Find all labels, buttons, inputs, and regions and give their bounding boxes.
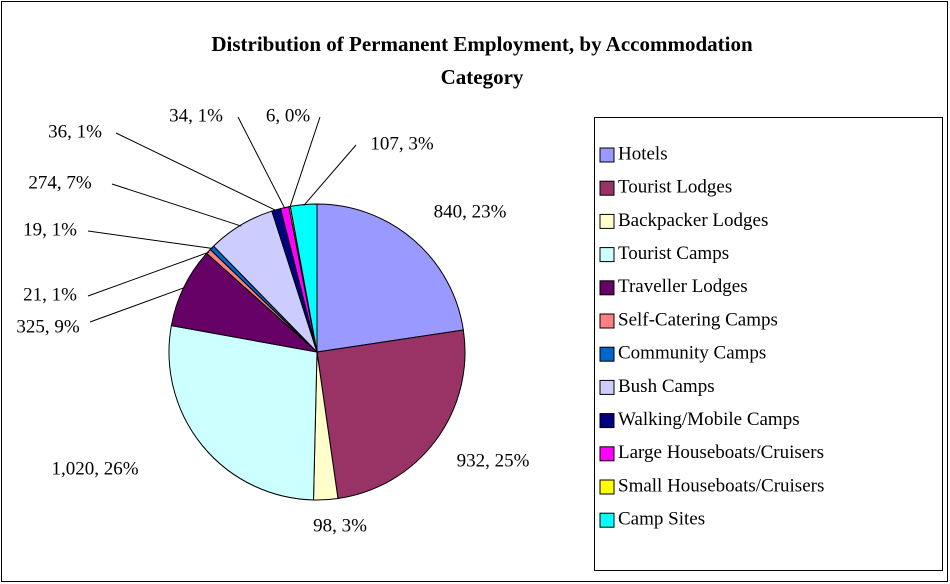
legend-label: Community Camps bbox=[618, 343, 766, 364]
leader-line bbox=[87, 230, 213, 249]
legend-label: Walking/Mobile Camps bbox=[618, 409, 800, 430]
leader-line bbox=[303, 144, 357, 206]
legend-label: Tourist Lodges bbox=[618, 177, 732, 198]
legend-box bbox=[594, 117, 943, 571]
leader-line bbox=[237, 116, 286, 209]
data-label: 6, 0% bbox=[266, 105, 311, 126]
legend-swatch bbox=[599, 247, 615, 263]
legend-swatch bbox=[599, 479, 615, 495]
legend-label: Large Houseboats/Cruisers bbox=[618, 442, 824, 463]
pie-slice bbox=[168, 325, 318, 501]
data-label: 21, 1% bbox=[23, 284, 77, 305]
pie-slice bbox=[316, 329, 466, 500]
legend-swatch bbox=[599, 147, 615, 163]
legend-label: Tourist Camps bbox=[618, 243, 729, 264]
legend-label: Traveller Lodges bbox=[618, 276, 748, 297]
data-label: 932, 25% bbox=[457, 450, 530, 471]
leader-line bbox=[115, 132, 277, 212]
data-label: 274, 7% bbox=[28, 172, 92, 193]
data-label: 98, 3% bbox=[313, 515, 367, 536]
legend-label: Bush Camps bbox=[618, 376, 715, 397]
legend-label: Camp Sites bbox=[618, 509, 705, 530]
pie-slice bbox=[316, 203, 464, 353]
legend-label: Small Houseboats/Cruisers bbox=[618, 475, 824, 496]
data-label: 1,020, 26% bbox=[51, 458, 138, 479]
leader-line bbox=[289, 116, 321, 208]
legend-swatch bbox=[599, 413, 615, 429]
data-label: 19, 1% bbox=[23, 219, 77, 240]
data-label: 34, 1% bbox=[169, 105, 223, 126]
legend-label: Hotels bbox=[618, 143, 668, 164]
legend-swatch bbox=[599, 180, 615, 196]
legend-swatch bbox=[599, 379, 615, 395]
leader-line bbox=[87, 251, 210, 297]
legend-swatch bbox=[599, 446, 615, 462]
legend-swatch bbox=[599, 213, 615, 229]
legend-swatch bbox=[599, 313, 615, 329]
legend-swatch bbox=[599, 512, 615, 528]
pie-slice bbox=[289, 203, 318, 353]
chart-title: Distribution of Permanent Employment, by… bbox=[211, 32, 753, 89]
legend-label: Self-Catering Camps bbox=[618, 309, 778, 330]
pie-slice bbox=[170, 252, 319, 353]
leader-line bbox=[89, 286, 186, 323]
legend-label: Backpacker Lodges bbox=[618, 210, 768, 231]
data-label: 107, 3% bbox=[370, 133, 434, 154]
data-label: 840, 23% bbox=[434, 201, 507, 222]
legend-swatch bbox=[599, 346, 615, 362]
data-label: 36, 1% bbox=[48, 121, 102, 142]
leader-line bbox=[111, 183, 242, 227]
legend-swatch bbox=[599, 280, 615, 296]
data-label: 325, 9% bbox=[16, 316, 80, 337]
